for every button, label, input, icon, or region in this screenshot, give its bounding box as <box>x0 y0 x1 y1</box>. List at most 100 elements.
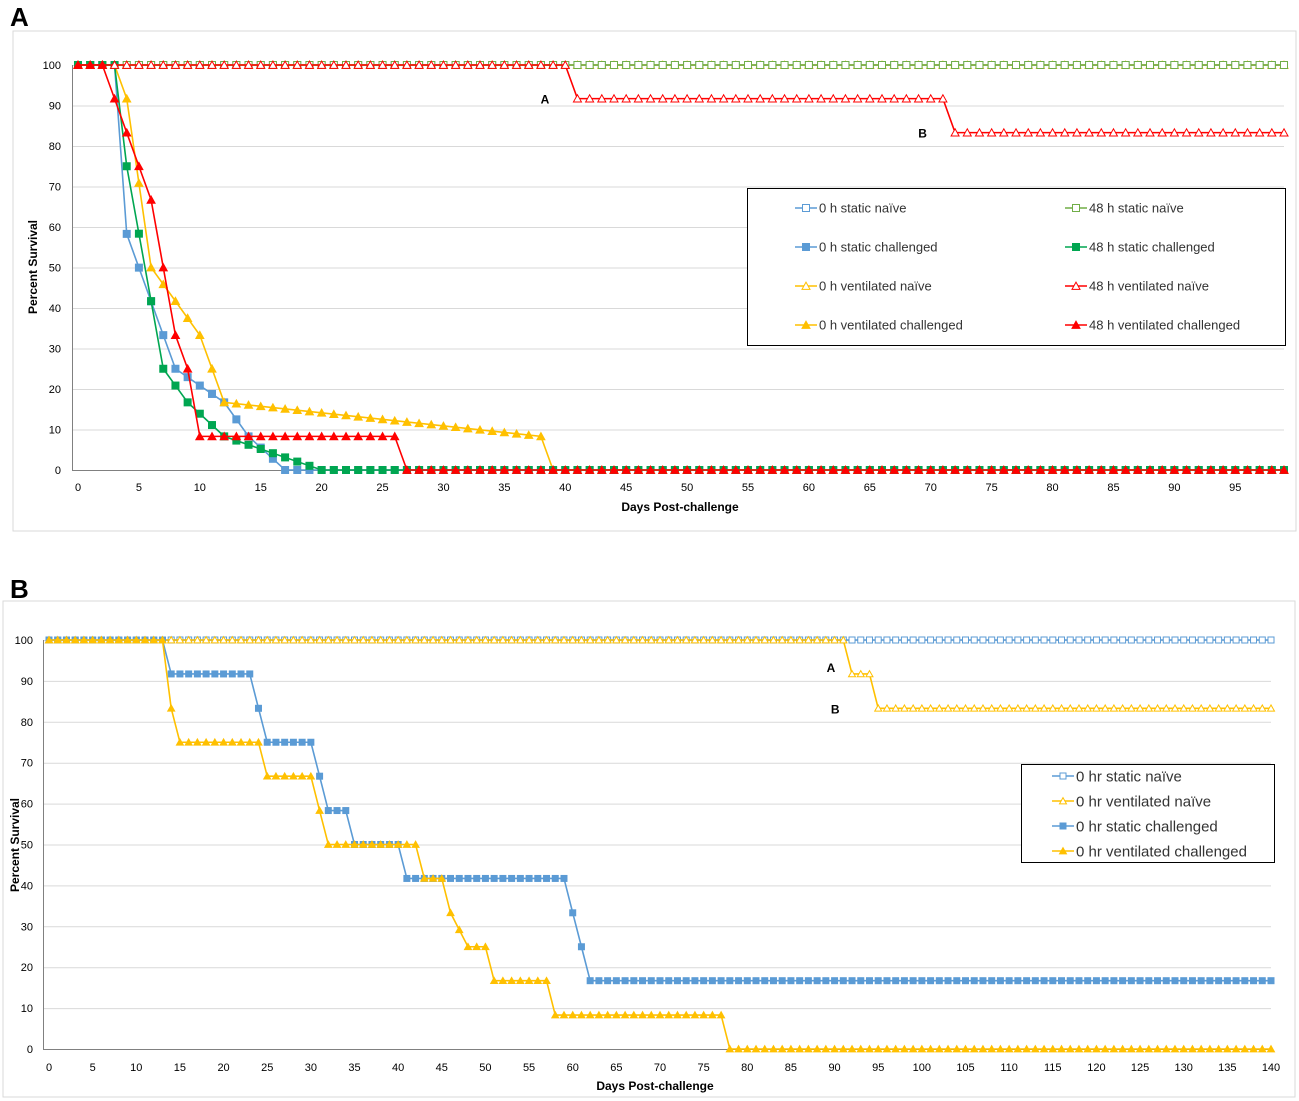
chart-b-data-point <box>428 635 438 644</box>
chart-a-data-point <box>134 178 144 187</box>
chart-a-y-tick-label: 80 <box>49 141 61 153</box>
chart-a-data-point <box>219 60 230 69</box>
chart-b-data-point <box>166 703 176 712</box>
chart-b-data-point <box>970 977 978 985</box>
chart-b-x-tick-label: 30 <box>305 1062 317 1074</box>
panel-b: 0 10 20 30 40 50 60 70 80 90 100 0 5 10 15 20 25 30 35 40 45… <box>2 600 1296 1098</box>
chart-a-data-point <box>950 465 960 474</box>
chart-b-data-point <box>769 635 778 644</box>
chart-a-data-point <box>268 449 277 458</box>
chart-b-x-tick-label: 10 <box>130 1062 142 1074</box>
chart-a-data-point <box>341 60 351 69</box>
chart-a-data-point <box>853 61 862 69</box>
chart-a-data-point <box>597 61 606 69</box>
chart-b-data-point <box>490 874 498 882</box>
chart-b-data-point <box>1161 1044 1171 1053</box>
chart-b-data-point <box>1101 977 1109 985</box>
chart-a-data-point <box>1231 61 1240 69</box>
chart-b-data-point <box>743 977 751 985</box>
chart-b-data-point <box>481 635 490 644</box>
chart-b-data-point <box>673 1010 682 1019</box>
chart-b-x-tick-label: 125 <box>1131 1062 1149 1074</box>
chart-b-data-point <box>219 635 228 644</box>
chart-b-data-point <box>717 977 725 985</box>
chart-b-data-point <box>1267 977 1275 985</box>
chart-a-legend-marker <box>1072 243 1080 251</box>
chart-b-data-point <box>1083 1044 1093 1053</box>
chart-a-data-point <box>293 457 302 466</box>
chart-a-data-point <box>878 61 886 69</box>
chart-a-data-point <box>292 405 303 415</box>
chart-b-data-point <box>1084 977 1092 985</box>
chart-b-data-point <box>1266 703 1276 712</box>
chart-a-data-point <box>268 431 278 441</box>
chart-b-data-point <box>1126 1044 1136 1053</box>
chart-a-data-point <box>792 61 801 69</box>
chart-b-data-point <box>332 635 342 644</box>
chart-a-legend-marker <box>802 204 810 212</box>
chart-a-data-point <box>170 330 181 339</box>
chart-a-data-point <box>1219 61 1228 69</box>
chart-b-data-point <box>603 635 612 644</box>
chart-a-data-point <box>255 431 266 441</box>
chart-a-data-point <box>670 61 679 69</box>
chart-a-data-point <box>974 127 985 137</box>
chart-b-data-point <box>1065 1044 1075 1053</box>
chart-a-data-point <box>147 297 156 306</box>
chart-b-data-point <box>1126 703 1136 712</box>
chart-a-data-point <box>963 61 972 69</box>
chart-b-data-point <box>498 635 508 644</box>
chart-a-data-point <box>499 465 510 474</box>
chart-b-data-point <box>1014 977 1022 985</box>
chart-a-data-point <box>1242 465 1253 474</box>
chart-b-data-point <box>44 635 54 644</box>
chart-a-data-point <box>596 93 607 103</box>
chart-a-data-point <box>378 466 387 474</box>
chart-a-data-point <box>207 363 217 373</box>
chart-b-data-point <box>1058 977 1066 985</box>
chart-a-data-point <box>1158 61 1167 69</box>
chart-b-data-point <box>193 635 202 644</box>
chart-b-data-point <box>1154 636 1162 644</box>
chart-a-data-point <box>901 93 912 103</box>
chart-b-data-point <box>1214 1044 1223 1053</box>
chart-b-data-point <box>262 635 272 644</box>
chart-b-data-point <box>367 840 377 848</box>
chart-a-x-tick-label: 95 <box>1229 482 1241 494</box>
chart-b-data-point <box>1153 1044 1162 1053</box>
chart-a-data-point <box>682 93 692 103</box>
chart-b-data-point <box>812 1044 822 1053</box>
chart-a-data-point <box>316 407 327 417</box>
chart-b-data-point <box>604 977 612 985</box>
chart-a-data-point <box>353 431 364 441</box>
chart-b-data-point <box>515 635 525 644</box>
chart-a-data-point <box>706 93 717 103</box>
chart-b-data-point <box>1083 703 1093 712</box>
chart-a-data-point <box>1255 61 1264 69</box>
chart-a-data-point <box>121 93 132 103</box>
chart-b-data-point <box>193 670 201 678</box>
chart-b-legend: 0 hr static naïve 0 hr ventilated naïve 0 … <box>1021 764 1275 863</box>
chart-a-data-point <box>304 60 315 69</box>
chart-a-data-point <box>768 61 777 69</box>
chart-a-x-tick-label: 5 <box>136 482 142 494</box>
chart-b-x-tick-label: 85 <box>785 1062 797 1074</box>
chart-b-data-point <box>289 771 298 780</box>
chart-a-data-point <box>159 364 168 373</box>
chart-b-y-tick-label: 50 <box>21 840 33 852</box>
chart-a-data-point <box>121 60 132 69</box>
chart-a-x-tick-label: 65 <box>864 482 876 494</box>
chart-b-data-point <box>473 874 481 882</box>
chart-a-data-point <box>342 466 350 474</box>
chart-b-data-point <box>1258 977 1266 985</box>
chart-b-data-point <box>1196 703 1206 712</box>
chart-b-data-point <box>638 635 647 644</box>
chart-a-data-point <box>499 427 510 437</box>
chart-b-data-point <box>760 1044 770 1053</box>
chart-a-data-point <box>171 381 180 390</box>
chart-b-data-point <box>856 1044 866 1053</box>
chart-a-data-point <box>755 465 766 474</box>
chart-b-data-point <box>306 635 316 644</box>
chart-b-data-point <box>358 840 368 848</box>
chart-b-legend-label: 0 hr static naïve <box>1076 768 1182 785</box>
